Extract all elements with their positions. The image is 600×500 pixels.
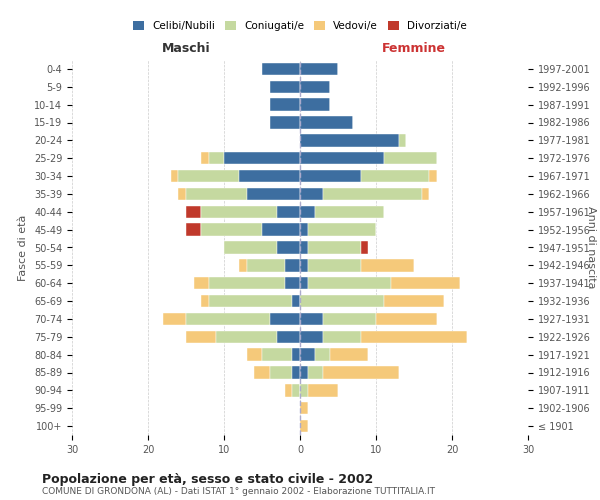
Bar [323, 366, 399, 379]
Bar [285, 259, 300, 272]
Bar [247, 188, 300, 200]
Bar [300, 224, 308, 236]
Bar [300, 259, 308, 272]
Bar [331, 348, 368, 361]
Bar [361, 259, 414, 272]
Bar [285, 277, 300, 289]
Bar [277, 330, 300, 343]
Bar [269, 366, 292, 379]
Bar [262, 348, 292, 361]
Bar [361, 170, 429, 182]
Bar [308, 242, 361, 254]
Bar [292, 348, 300, 361]
Bar [217, 330, 277, 343]
Bar [201, 224, 262, 236]
Bar [300, 152, 383, 164]
Bar [300, 366, 308, 379]
Bar [186, 330, 217, 343]
Bar [308, 224, 376, 236]
Bar [429, 170, 437, 182]
Bar [285, 384, 292, 396]
Bar [308, 277, 391, 289]
Bar [361, 242, 368, 254]
Bar [163, 312, 186, 325]
Y-axis label: Fasce di età: Fasce di età [19, 214, 28, 280]
Bar [300, 134, 399, 146]
Bar [269, 312, 300, 325]
Bar [178, 188, 186, 200]
Bar [269, 98, 300, 111]
Bar [300, 312, 323, 325]
Bar [178, 170, 239, 182]
Bar [224, 242, 277, 254]
Bar [399, 134, 406, 146]
Bar [269, 116, 300, 128]
Bar [292, 384, 300, 396]
Bar [300, 206, 315, 218]
Bar [186, 206, 201, 218]
Bar [300, 98, 331, 111]
Bar [201, 206, 277, 218]
Bar [361, 330, 467, 343]
Bar [300, 170, 361, 182]
Bar [315, 348, 331, 361]
Bar [300, 348, 315, 361]
Bar [300, 62, 338, 75]
Bar [300, 242, 308, 254]
Bar [201, 152, 209, 164]
Bar [186, 188, 247, 200]
Bar [224, 152, 300, 164]
Bar [277, 206, 300, 218]
Bar [269, 80, 300, 93]
Bar [186, 312, 269, 325]
Bar [262, 224, 300, 236]
Bar [323, 312, 376, 325]
Bar [308, 366, 323, 379]
Bar [300, 188, 323, 200]
Text: Femmine: Femmine [382, 42, 446, 54]
Bar [239, 259, 247, 272]
Legend: Celibi/Nubili, Coniugati/e, Vedovi/e, Divorziati/e: Celibi/Nubili, Coniugati/e, Vedovi/e, Di… [129, 16, 471, 35]
Text: COMUNE DI GRONDONA (AL) - Dati ISTAT 1° gennaio 2002 - Elaborazione TUTTITALIA.I: COMUNE DI GRONDONA (AL) - Dati ISTAT 1° … [42, 488, 435, 496]
Bar [383, 152, 437, 164]
Bar [247, 259, 285, 272]
Bar [292, 366, 300, 379]
Bar [201, 295, 209, 308]
Bar [300, 116, 353, 128]
Bar [383, 295, 445, 308]
Bar [247, 348, 262, 361]
Bar [391, 277, 460, 289]
Bar [254, 366, 269, 379]
Bar [277, 242, 300, 254]
Text: Maschi: Maschi [161, 42, 211, 54]
Bar [209, 277, 285, 289]
Bar [308, 384, 338, 396]
Bar [209, 152, 224, 164]
Bar [300, 330, 323, 343]
Bar [262, 62, 300, 75]
Bar [300, 277, 308, 289]
Y-axis label: Anni di nascita: Anni di nascita [586, 206, 596, 289]
Bar [300, 80, 331, 93]
Bar [194, 277, 209, 289]
Bar [300, 420, 308, 432]
Bar [376, 312, 437, 325]
Bar [323, 330, 361, 343]
Bar [209, 295, 292, 308]
Text: Popolazione per età, sesso e stato civile - 2002: Popolazione per età, sesso e stato civil… [42, 472, 373, 486]
Bar [300, 295, 383, 308]
Bar [239, 170, 300, 182]
Bar [300, 384, 308, 396]
Bar [308, 259, 361, 272]
Bar [422, 188, 429, 200]
Bar [315, 206, 383, 218]
Bar [186, 224, 201, 236]
Bar [323, 188, 422, 200]
Bar [300, 402, 308, 414]
Bar [292, 295, 300, 308]
Bar [171, 170, 178, 182]
